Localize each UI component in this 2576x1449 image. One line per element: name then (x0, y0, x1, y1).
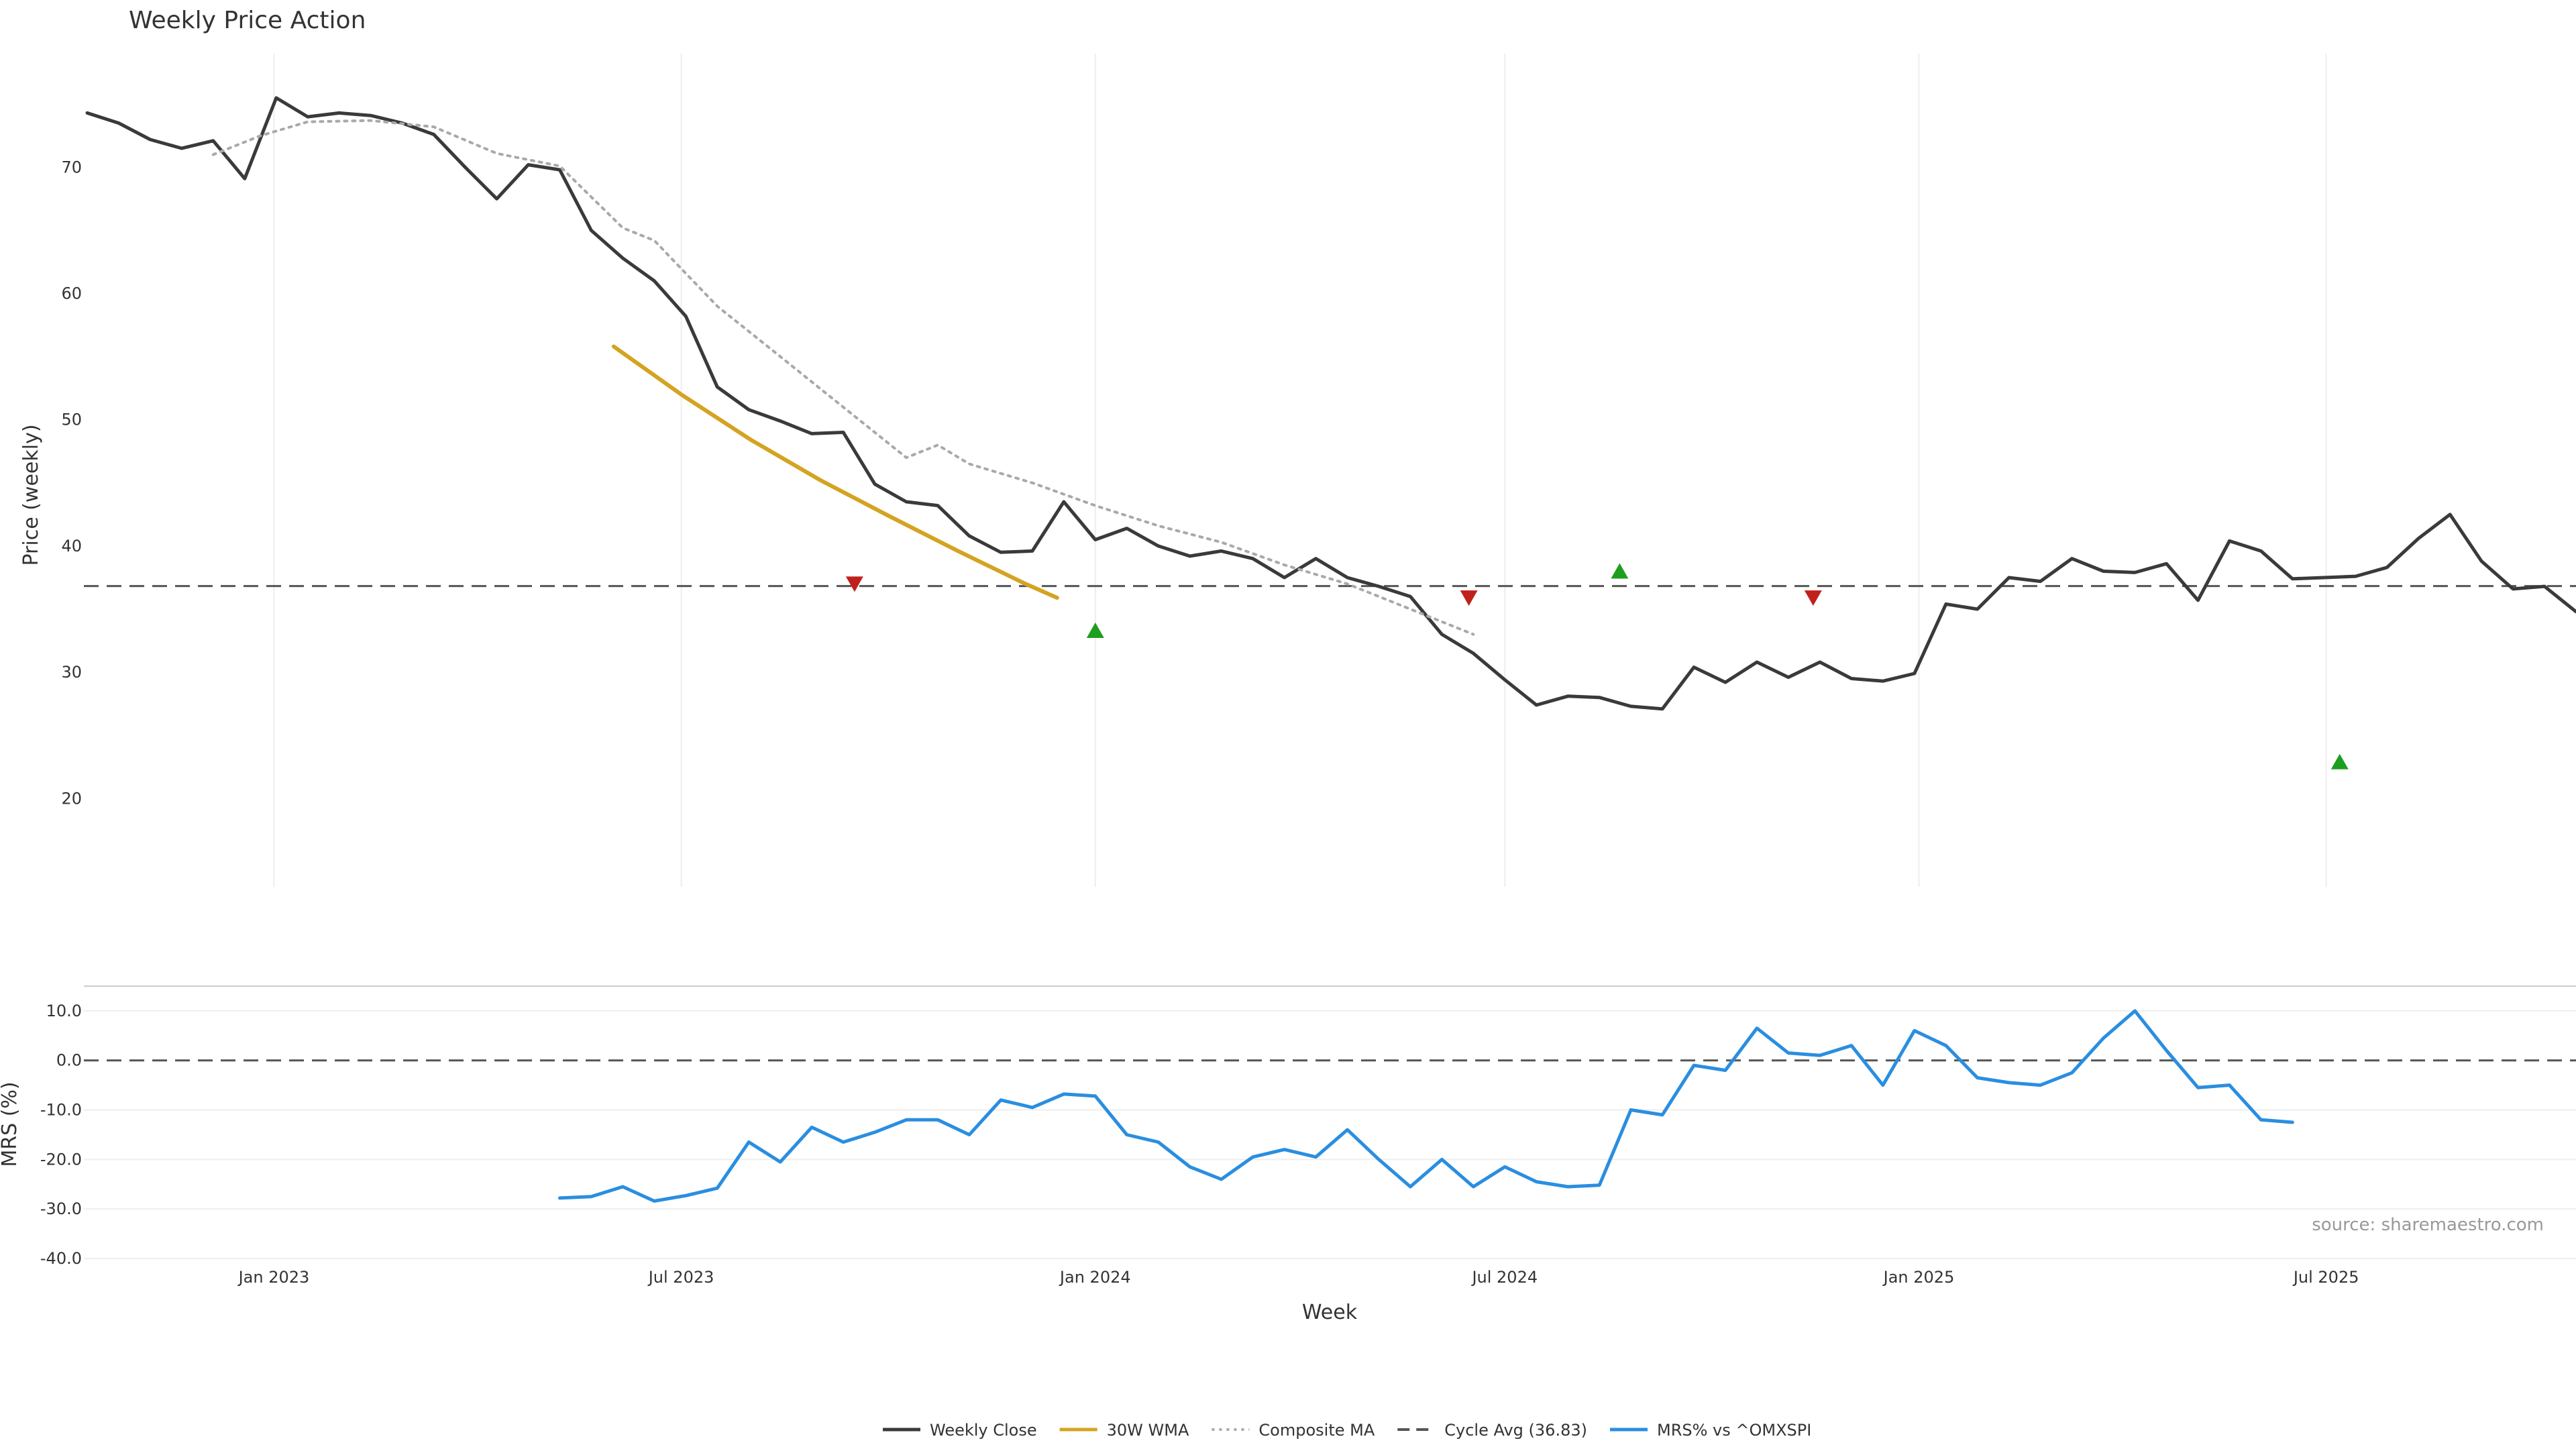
legend-item: Weekly Close (883, 1421, 1037, 1440)
x-tick-label: Jul 2023 (647, 1268, 714, 1287)
sell-signal-marker (1804, 590, 1822, 606)
source-note: source: sharemaestro.com (2312, 1215, 2544, 1235)
mrs-y-tick-label: -20.0 (40, 1150, 82, 1169)
x-axis-label: Week (1302, 1301, 1358, 1324)
x-tick-label: Jan 2023 (237, 1268, 310, 1287)
mrs-y-ticks: 10.0 0.0 -10.0 -20.0 -30.0 -40.0 (40, 1002, 82, 1268)
price-y-tick-label: 70 (61, 158, 82, 176)
mrs-series (557, 1009, 2294, 1203)
price-y-axis-label: Price (weekly) (19, 424, 43, 566)
price-y-tick-label: 60 (61, 284, 82, 303)
series-line-weekly-close (85, 96, 2576, 711)
buy-signal-marker (1086, 622, 1104, 638)
mrs-y-tick-label: -10.0 (40, 1101, 82, 1120)
price-series (85, 96, 2576, 711)
legend-item: 30W WMA (1059, 1421, 1189, 1440)
signal-markers (845, 563, 2349, 769)
x-tick-label: Jul 2025 (2292, 1268, 2359, 1287)
x-tick-label: Jul 2024 (1470, 1268, 1538, 1287)
buy-signal-marker (2330, 753, 2349, 769)
price-y-ticks: 20 30 40 50 60 70 (61, 158, 82, 808)
mrs-y-axis-label: MRS (%) (0, 1081, 21, 1167)
legend-item: Composite MA (1212, 1421, 1375, 1440)
legend-label: Weekly Close (930, 1421, 1037, 1440)
mrs-y-tick-label: 0.0 (56, 1051, 82, 1070)
price-y-tick-label: 30 (61, 663, 82, 682)
legend-label: Cycle Avg (36.83) (1444, 1421, 1587, 1440)
x-tick-label: Jan 2024 (1059, 1268, 1131, 1287)
legend-item: MRS% vs ^OMXSPI (1609, 1421, 1811, 1440)
price-y-tick-label: 20 (61, 789, 82, 808)
price-y-tick-label: 40 (61, 537, 82, 555)
series-line-mrs (557, 1009, 2294, 1203)
legend-label: Composite MA (1258, 1421, 1375, 1440)
mrs-y-tick-label: -30.0 (40, 1199, 82, 1218)
x-tick-label: Jan 2025 (1882, 1268, 1955, 1287)
mrs-y-tick-label: -40.0 (40, 1249, 82, 1268)
mrs-y-tick-label: 10.0 (46, 1002, 82, 1020)
x-ticks: Jan 2023 Jul 2023 Jan 2024 Jul 2024 Jan 2025… (237, 1268, 2359, 1287)
mrs-grid (84, 1010, 2576, 1259)
series-line-30w-wma (611, 344, 1059, 600)
price-grid (273, 54, 2327, 887)
buy-signal-marker (1611, 563, 1629, 579)
sell-signal-marker (1460, 590, 1478, 606)
price-y-tick-label: 50 (61, 411, 82, 429)
sell-signal-marker (845, 576, 863, 592)
legend-item: Cycle Avg (36.83) (1397, 1421, 1587, 1440)
series-line-composite-ma (211, 119, 1475, 636)
chart-title: Weekly Price Action (129, 7, 366, 34)
legend: Weekly Close 30W WMA Composite MA Cycle Avg… (883, 1421, 1811, 1440)
legend-label: MRS% vs ^OMXSPI (1657, 1421, 1811, 1440)
legend-label: 30W WMA (1107, 1421, 1189, 1440)
